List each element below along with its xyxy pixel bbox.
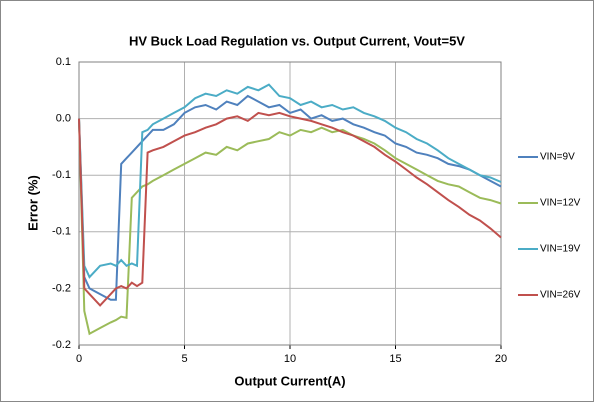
- series-line: [78, 83, 502, 279]
- y-tick-label: -0.2: [52, 282, 71, 294]
- x-tick-label: 0: [76, 353, 82, 365]
- legend-label: VIN=9V: [540, 152, 575, 163]
- x-tick-label: 10: [284, 353, 296, 365]
- x-axis-label: Output Current(A): [234, 373, 345, 388]
- chart-title: HV Buck Load Regulation vs. Output Curre…: [129, 33, 465, 48]
- x-tick-label: 5: [181, 353, 187, 365]
- series-line: [78, 118, 502, 336]
- legend-label: VIN=26V: [540, 290, 581, 301]
- x-tick-label: 15: [389, 353, 401, 365]
- y-tick-label: 0.0: [56, 113, 71, 125]
- legend-label: VIN=12V: [540, 198, 581, 209]
- y-tick-label: -0.2: [52, 339, 71, 351]
- y-axis-label: Error (%): [25, 175, 40, 231]
- legend-label: VIN=19V: [540, 244, 581, 255]
- y-tick-label: -0.1: [52, 169, 71, 181]
- x-tick-label: 20: [495, 353, 507, 365]
- y-tick-label: 0.1: [56, 56, 71, 68]
- series-line: [78, 94, 502, 301]
- series-line: [78, 111, 502, 307]
- y-tick-label: -0.1: [52, 226, 71, 238]
